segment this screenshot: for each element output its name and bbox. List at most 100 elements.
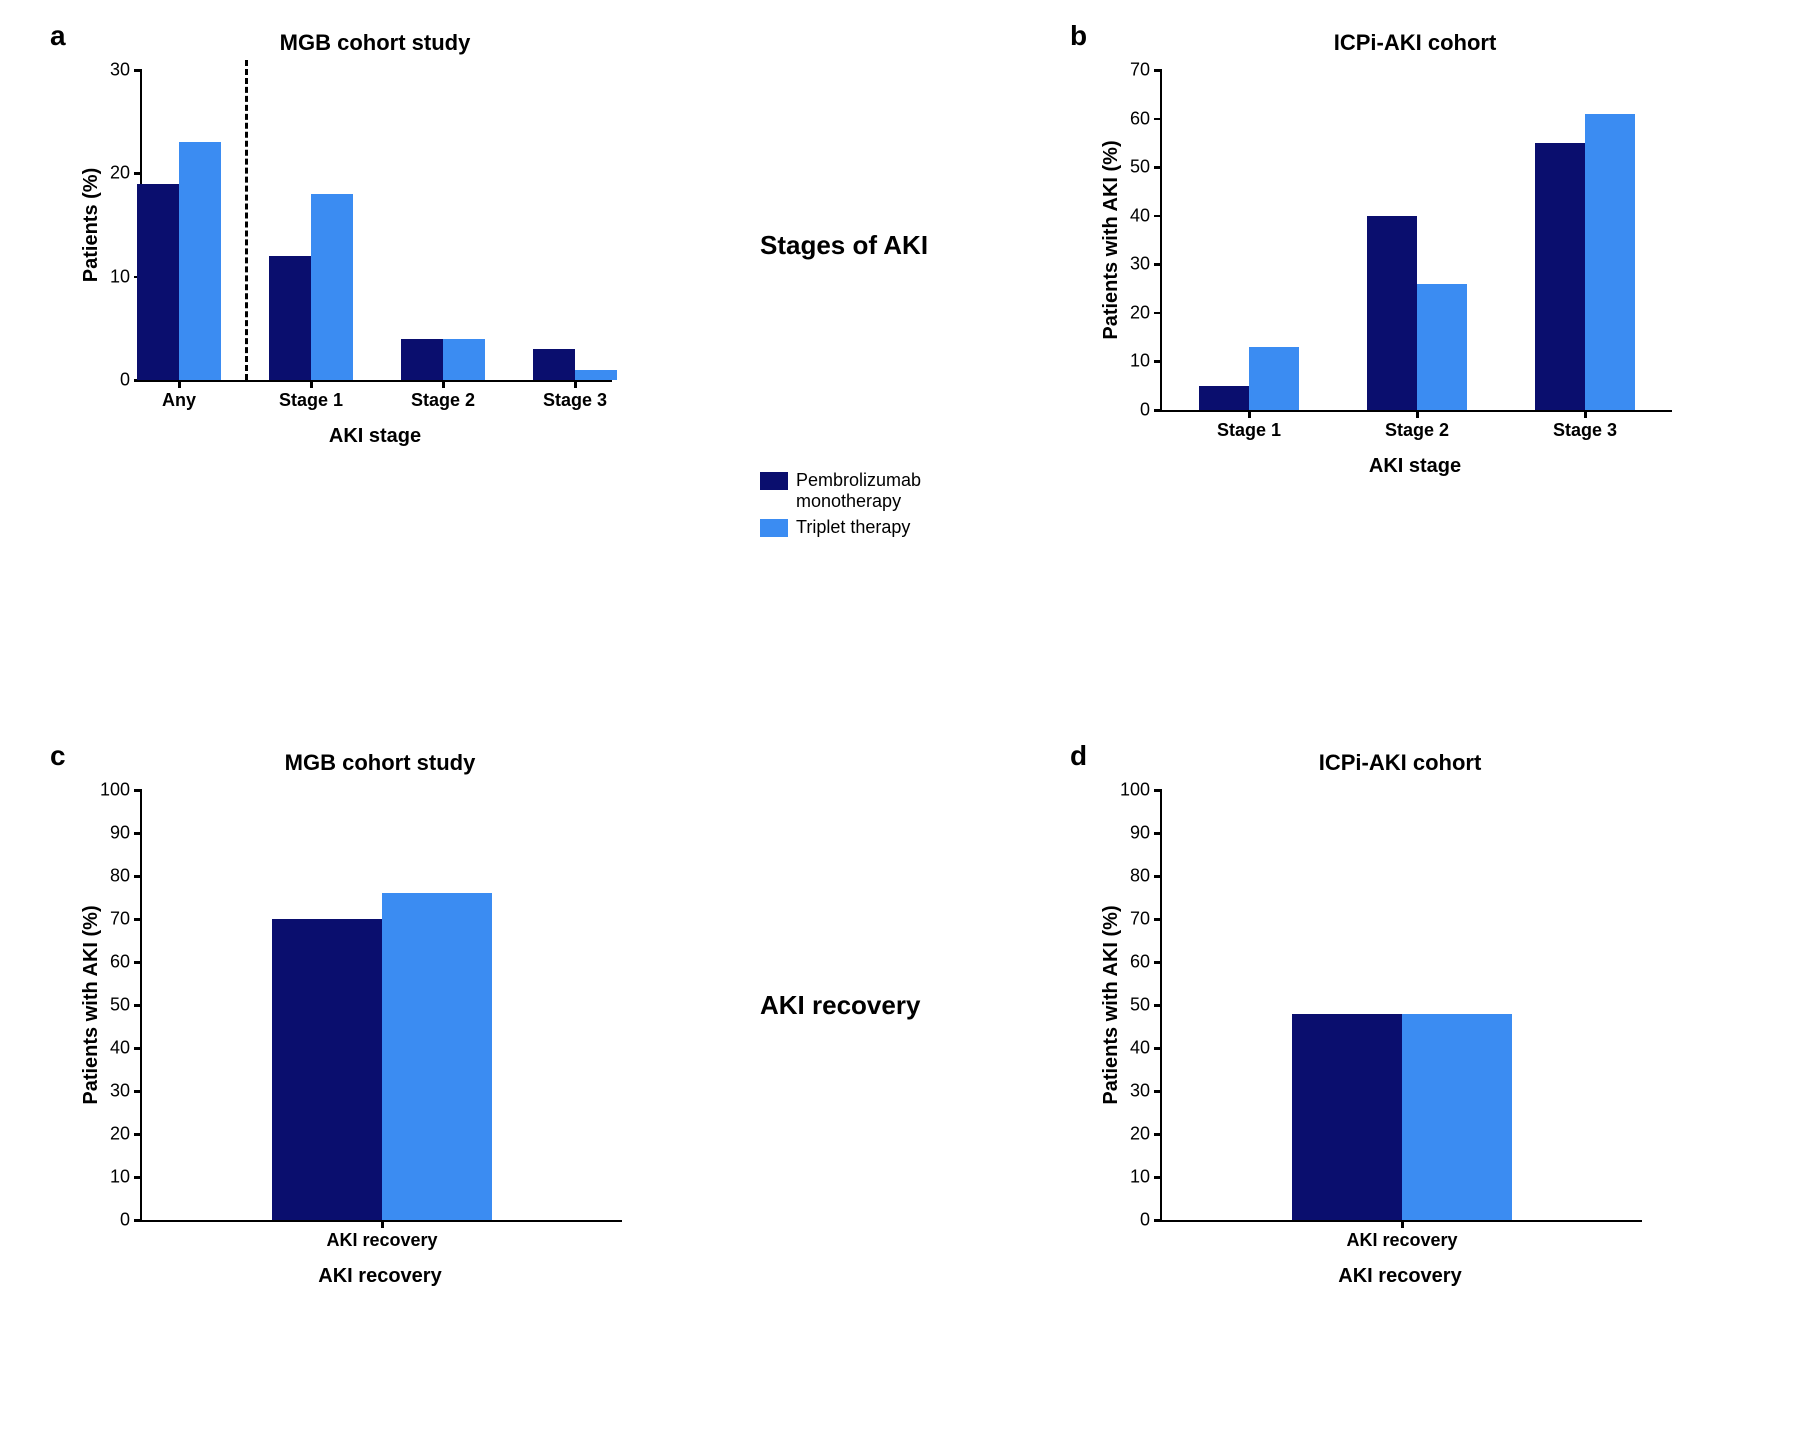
y-tick — [1154, 312, 1162, 315]
y-tick-label: 10 — [110, 266, 130, 287]
y-tick-label: 0 — [120, 1210, 130, 1231]
x-axis-label-b: AKI stage — [1369, 455, 1461, 478]
panel-label-a: a — [50, 20, 66, 52]
y-axis-label-c: Patients with AKI (%) — [80, 905, 103, 1104]
y-tick-label: 50 — [1130, 157, 1150, 178]
y-tick-label: 20 — [110, 1124, 130, 1145]
y-tick-label: 40 — [1130, 1038, 1150, 1059]
y-tick — [1154, 360, 1162, 363]
y-tick — [1154, 789, 1162, 792]
panel-label-c: c — [50, 740, 66, 772]
y-axis-label-a: Patients (%) — [80, 168, 103, 282]
y-tick-label: 0 — [1140, 1210, 1150, 1231]
y-tick — [1154, 263, 1162, 266]
bar-series2 — [311, 194, 353, 380]
chart-title-a: MGB cohort study — [140, 30, 610, 56]
y-tick — [1154, 832, 1162, 835]
legend-text-series2: Triplet therapy — [796, 517, 910, 538]
y-tick-label: 70 — [1130, 909, 1150, 930]
panel-label-b: b — [1070, 20, 1087, 52]
y-tick-label: 20 — [1130, 1124, 1150, 1145]
y-tick — [1154, 166, 1162, 169]
bar-series1 — [137, 184, 179, 380]
plot-area-d: 0102030405060708090100AKI recovery — [1160, 790, 1642, 1222]
legend: Pembrolizumabmonotherapy Triplet therapy — [760, 470, 921, 544]
y-tick — [134, 875, 142, 878]
x-tick — [178, 380, 181, 388]
row-label-stages: Stages of AKI — [760, 230, 928, 261]
x-tick — [1584, 410, 1587, 418]
y-axis-label-d: Patients with AKI (%) — [1100, 905, 1123, 1104]
bar-series2 — [1402, 1014, 1512, 1220]
y-tick — [1154, 918, 1162, 921]
bar-series2 — [179, 142, 221, 380]
x-tick — [1416, 410, 1419, 418]
y-tick-label: 30 — [1130, 254, 1150, 275]
y-tick — [1154, 1090, 1162, 1093]
x-tick-label: Any — [162, 390, 196, 411]
x-tick — [381, 1220, 384, 1228]
y-tick-label: 60 — [110, 952, 130, 973]
x-tick — [1248, 410, 1251, 418]
x-tick — [442, 380, 445, 388]
legend-text-series1: Pembrolizumabmonotherapy — [796, 470, 921, 511]
y-tick-label: 80 — [1130, 866, 1150, 887]
y-tick-label: 100 — [1120, 780, 1150, 801]
figure-root: Stages of AKI AKI recovery Pembrolizumab… — [20, 20, 1780, 1433]
y-tick — [134, 1004, 142, 1007]
y-tick-label: 40 — [1130, 205, 1150, 226]
y-tick — [134, 1219, 142, 1222]
x-tick-label: Stage 3 — [543, 390, 607, 411]
y-tick-label: 80 — [110, 866, 130, 887]
y-tick-label: 0 — [1140, 400, 1150, 421]
plot-area-c: 0102030405060708090100AKI recovery — [140, 790, 622, 1222]
y-tick — [134, 172, 142, 175]
x-tick-label: AKI recovery — [326, 1230, 437, 1251]
x-tick-label: Stage 2 — [411, 390, 475, 411]
y-tick — [1154, 961, 1162, 964]
y-tick-label: 30 — [110, 60, 130, 81]
bar-series2 — [575, 370, 617, 380]
y-tick-label: 30 — [1130, 1081, 1150, 1102]
chart-title-b: ICPi-AKI cohort — [1160, 30, 1670, 56]
y-tick-label: 0 — [120, 370, 130, 391]
bar-series2 — [1249, 347, 1299, 410]
y-tick — [134, 789, 142, 792]
y-tick — [1154, 1004, 1162, 1007]
y-tick-label: 10 — [1130, 1167, 1150, 1188]
y-tick-label: 50 — [1130, 995, 1150, 1016]
plot-area-b: 010203040506070Stage 1Stage 2Stage 3 — [1160, 70, 1672, 412]
y-tick-label: 60 — [1130, 108, 1150, 129]
bar-series2 — [1585, 114, 1635, 410]
y-tick — [1154, 1219, 1162, 1222]
bar-series1 — [1367, 216, 1417, 410]
y-tick — [134, 1047, 142, 1050]
row-label-recovery: AKI recovery — [760, 990, 920, 1021]
y-tick — [1154, 409, 1162, 412]
y-tick-label: 20 — [110, 163, 130, 184]
bar-series1 — [269, 256, 311, 380]
y-tick — [1154, 1176, 1162, 1179]
bar-series1 — [1535, 143, 1585, 410]
x-tick-label: Stage 1 — [279, 390, 343, 411]
y-tick-label: 10 — [110, 1167, 130, 1188]
y-tick-label: 90 — [1130, 823, 1150, 844]
legend-swatch-series2 — [760, 519, 788, 537]
x-axis-label-a: AKI stage — [329, 425, 421, 448]
bar-series1 — [1292, 1014, 1402, 1220]
x-tick — [1401, 1220, 1404, 1228]
y-tick — [1154, 1133, 1162, 1136]
y-tick-label: 20 — [1130, 302, 1150, 323]
chart-title-c: MGB cohort study — [140, 750, 620, 776]
y-tick — [134, 832, 142, 835]
x-tick-label: AKI recovery — [1346, 1230, 1457, 1251]
chart-title-d: ICPi-AKI cohort — [1160, 750, 1640, 776]
y-tick — [134, 918, 142, 921]
y-tick-label: 70 — [1130, 60, 1150, 81]
y-tick — [134, 69, 142, 72]
y-tick-label: 30 — [110, 1081, 130, 1102]
y-tick — [1154, 1047, 1162, 1050]
y-tick-label: 90 — [110, 823, 130, 844]
bar-series1 — [272, 919, 382, 1220]
y-tick — [134, 1133, 142, 1136]
